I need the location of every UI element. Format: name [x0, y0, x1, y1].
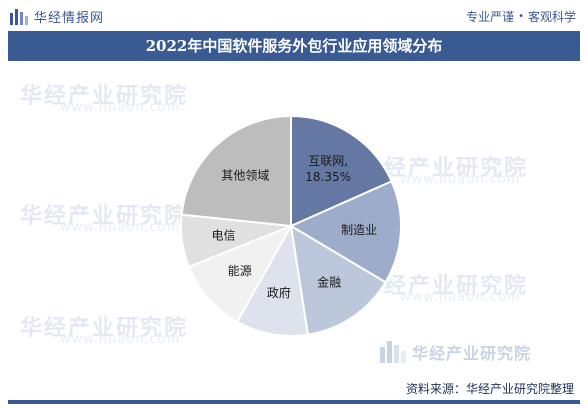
pie-slice	[235, 222, 310, 337]
pie-slice	[180, 114, 292, 228]
slogan: 专业严谨 • 客观科学	[466, 8, 576, 25]
top-bar: 华经情报网 专业严谨 • 客观科学	[0, 0, 588, 30]
logo-icon	[10, 8, 28, 25]
pie-slice	[288, 180, 402, 284]
chart-title: 2022年中国软件服务外包行业应用领域分布	[145, 37, 443, 55]
slogan-right: 客观科学	[527, 10, 576, 24]
pie-slices	[180, 114, 402, 337]
bottom-watermark-text: 华经产业研究院	[412, 344, 532, 363]
bottom-rule	[8, 400, 580, 404]
slice-label: 互联网, 18.35%	[305, 154, 351, 184]
bottom-watermark-logo: 华经产业研究院	[380, 340, 531, 364]
pie-slice	[290, 114, 393, 228]
slogan-separator: •	[518, 11, 524, 22]
pie-slice	[289, 224, 387, 336]
slice-label: 金融	[317, 275, 341, 290]
slogan-left: 专业严谨	[466, 10, 515, 24]
slice-label: 制造业	[341, 223, 377, 237]
brand-logo: 华经情报网	[10, 7, 104, 26]
slice-label: 政府	[267, 285, 291, 300]
source-note: 资料来源：华经产业研究院整理	[405, 382, 574, 396]
watermark-logo-icon	[380, 341, 406, 363]
title-bar: 2022年中国软件服务外包行业应用领域分布	[8, 31, 580, 61]
slice-label: 其他领域	[221, 168, 269, 182]
slice-label: 电信	[211, 228, 235, 242]
pie-slice	[187, 224, 294, 324]
slice-label: 能源	[228, 264, 252, 278]
logo-text: 华经情报网	[34, 11, 105, 26]
